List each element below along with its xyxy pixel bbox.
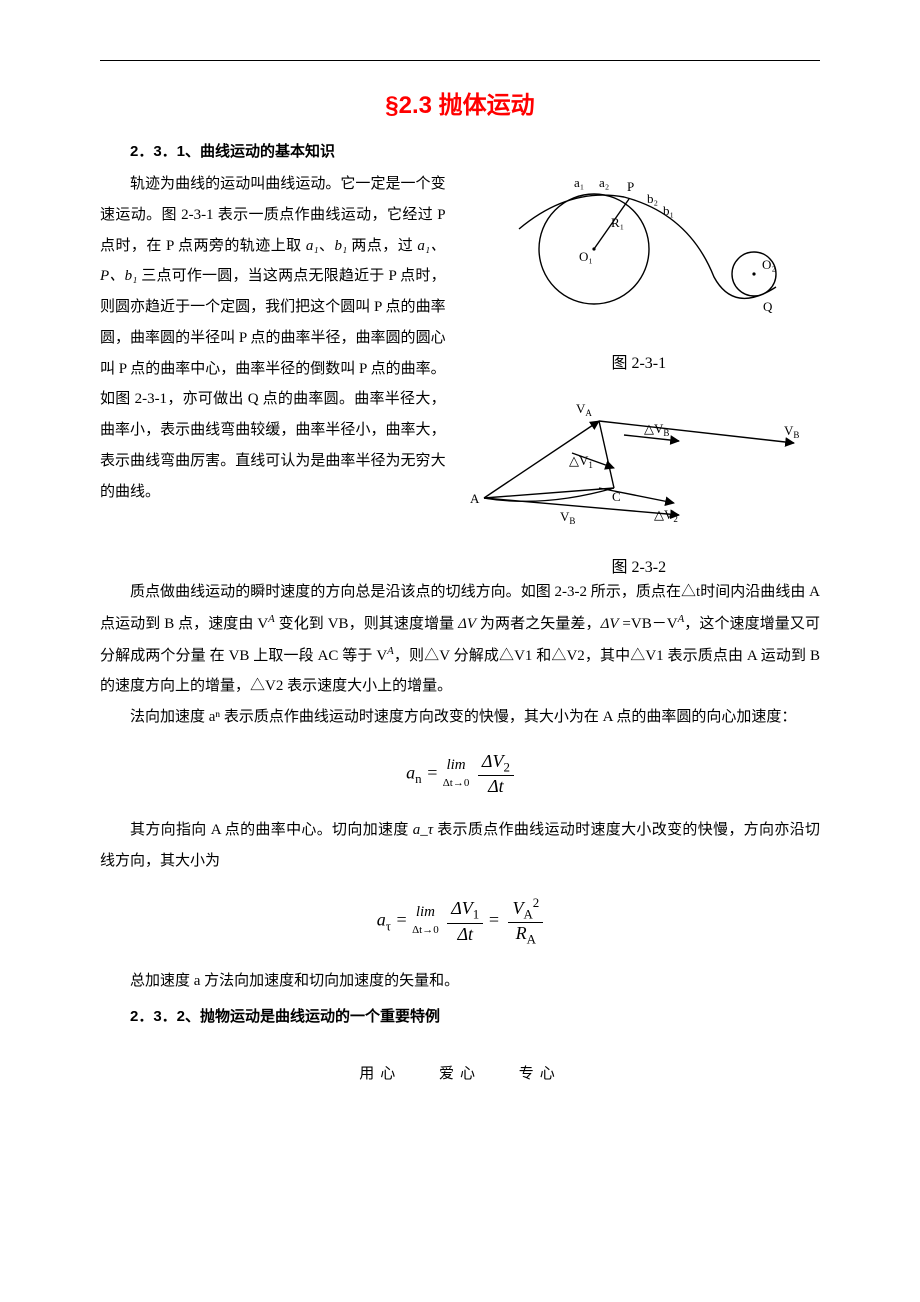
supA-1: A — [268, 613, 275, 625]
fig1-label-b2: b₂ — [647, 191, 658, 206]
fig2-label-C: C — [612, 489, 621, 504]
page-title: §2.3 抛体运动 — [100, 85, 820, 120]
two-column-layout: 轨迹为曲线的运动叫曲线运动。它一定是一个变速运动。图 2-3-1 表示一质点作曲… — [100, 169, 820, 577]
svg-text:△VB: △VB — [644, 421, 669, 438]
figure-1-caption: 图 2-3-1 — [611, 349, 666, 373]
svg-text:VB: VB — [560, 509, 575, 526]
figure-2-3-2: VA VB △VB △V1 △V2 A C VB — [464, 393, 814, 543]
a-tau: a_τ — [413, 822, 433, 838]
svg-text:VB: VB — [784, 423, 799, 440]
formula-2: aτ = limΔt→0 ΔV1 Δt = VA2 RA — [100, 895, 820, 948]
fig1-label-P: P — [627, 179, 634, 194]
paragraph-2: 质点做曲线运动的瞬时速度的方向总是沿该点的切线方向。如图 2-3-2 所示，质点… — [100, 577, 820, 702]
section-1-heading: 2．3．1、曲线运动的基本知识 — [100, 140, 820, 161]
fig1-label-O2: O₂ — [762, 257, 776, 272]
svg-text:VA: VA — [576, 401, 592, 418]
footer-c: 专心 — [519, 1066, 561, 1082]
supA-3: A — [387, 645, 394, 657]
formula-1: an = limΔt→0 ΔV2 Δt — [100, 751, 820, 798]
paragraph-4: 其方向指向 A 点的曲率中心。切向加速度 a_τ 表示质点作曲线运动时速度大小改… — [100, 815, 820, 877]
figure-2-caption: 图 2-3-2 — [611, 553, 666, 577]
fig1-label-O1: O₁ — [579, 249, 593, 264]
footer-a: 用心 — [359, 1066, 401, 1082]
p2d: =VB－V — [619, 616, 678, 632]
inline-a1: a₁ — [306, 238, 319, 254]
p4a: 其方向指向 A 点的曲率中心。切向加速度 — [130, 822, 413, 838]
deltaV-2: ΔV — [601, 616, 619, 632]
inline-b1: b₁ — [334, 238, 347, 254]
figure-2-3-1: a₁ a₂ P b₂ b₁ R₁ O₁ O₂ Q — [479, 169, 799, 339]
fig1-label-a1: a₁ — [574, 175, 584, 190]
deltaV-1: ΔV — [458, 616, 476, 632]
fig1-label-b1: b₁ — [663, 203, 674, 218]
p1-part-c: 三点可作一圆，当这两点无限趋近于 P 点时，则圆亦趋近于一个定圆，我们把这个圆叫… — [100, 268, 446, 499]
footer-b: 爱心 — [439, 1066, 481, 1082]
paragraph-5: 总加速度 a 方法向加速度和切向加速度的矢量和。 — [100, 966, 820, 997]
fig2-label-A: A — [470, 491, 480, 506]
svg-text:△V1: △V1 — [569, 453, 593, 470]
p2c: 为两者之矢量差， — [476, 616, 601, 632]
fig1-label-a2: a₂ — [599, 175, 609, 190]
page-footer: 用心 爱心 专心 — [100, 1062, 820, 1083]
paragraph-3: 法向加速度 aⁿ 表示质点作曲线运动时速度方向改变的快慢，其大小为在 A 点的曲… — [100, 702, 820, 733]
section-2-heading: 2．3．2、抛物运动是曲线运动的一个重要特例 — [100, 1005, 820, 1026]
svg-text:△V2: △V2 — [654, 507, 678, 524]
fig1-label-Q: Q — [763, 299, 773, 314]
right-figure-column: a₁ a₂ P b₂ b₁ R₁ O₁ O₂ Q 图 2-3-1 — [458, 169, 820, 577]
fig1-label-R1: R₁ — [611, 215, 624, 230]
p1-part-b: 两点，过 — [347, 238, 417, 254]
paragraph-1: 轨迹为曲线的运动叫曲线运动。它一定是一个变速运动。图 2-3-1 表示一质点作曲… — [100, 169, 446, 507]
top-rule — [100, 60, 820, 61]
left-text-column: 轨迹为曲线的运动叫曲线运动。它一定是一个变速运动。图 2-3-1 表示一质点作曲… — [100, 169, 446, 507]
p2b: 变化到 VB，则其速度增量 — [275, 616, 458, 632]
